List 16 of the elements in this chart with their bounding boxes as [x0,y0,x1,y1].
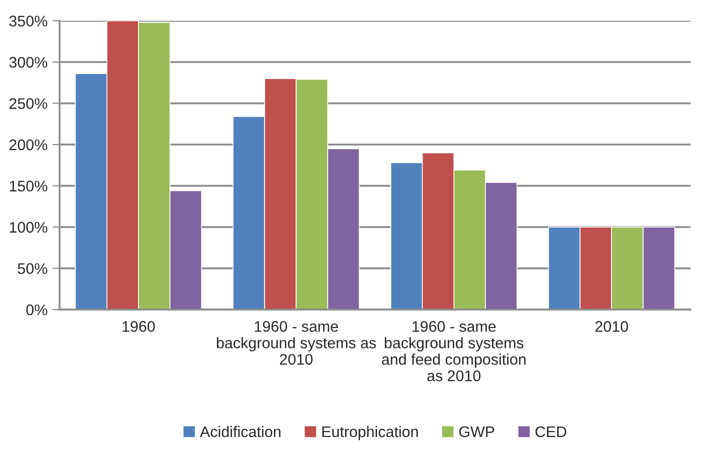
y-tick-label: 250% [9,98,48,109]
y-tick-label: 350% [9,16,48,26]
x-tick-label: 1960 - same background systems as 2010 [216,321,376,365]
y-tick-label: 150% [10,180,48,192]
legend-label: CED [536,426,566,438]
legend-label: GWP [459,426,494,438]
x-tick-label: 2010 [595,321,628,332]
legend-label: Acidification [200,426,280,438]
y-tick-label: 300% [9,56,48,68]
x-tick-label: 1960 - same background systems and feed composition as 2010 [382,321,526,382]
y-tick-label: 100% [10,222,48,233]
legend-label: Eutrophication [322,426,418,440]
y-tick-label: 0% [26,304,48,316]
y-tick-label: 50% [18,263,48,274]
y-tick-label: 200% [9,139,48,150]
x-tick-label: 1960 [122,321,155,332]
